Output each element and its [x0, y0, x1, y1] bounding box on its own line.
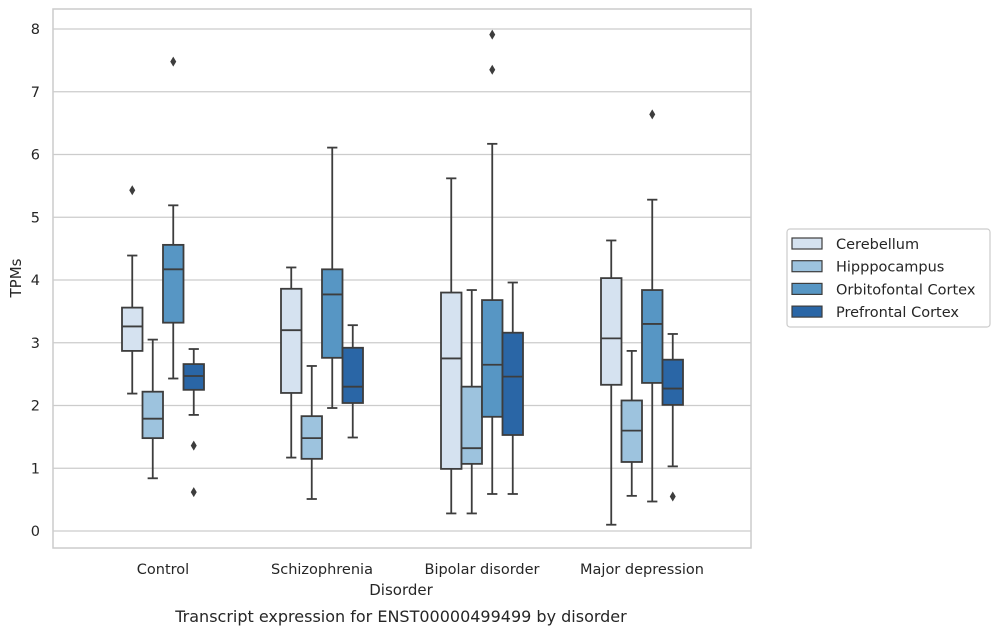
box-plots [121, 29, 684, 526]
box-plot [141, 338, 164, 480]
legend-swatch [791, 260, 823, 273]
box [600, 277, 623, 386]
legend-box [786, 228, 991, 328]
box-plot [440, 177, 463, 515]
box-plot [460, 289, 483, 515]
box [182, 363, 205, 391]
legend-label: Hipppocampus [836, 260, 944, 276]
outlier-point [649, 109, 656, 120]
outlier-point [489, 29, 496, 40]
box-plot [321, 146, 344, 409]
x-tick-labels: Control Schizophrenia Bipolar disorder Majo… [137, 562, 704, 578]
legend-item: Prefrontal Cortex [791, 305, 959, 321]
box-plot [641, 109, 664, 503]
box [280, 287, 303, 394]
box [162, 243, 185, 324]
y-tick-label: 3 [31, 336, 40, 352]
box [341, 346, 364, 404]
legend-item: Cerebellum [791, 237, 919, 253]
box-plot [661, 333, 684, 502]
legend-item: Hipppocampus [791, 260, 944, 276]
box-plot [620, 350, 643, 497]
y-tick-labels: 0 1 2 3 4 5 6 7 8 [31, 22, 40, 540]
box-plot [341, 324, 364, 439]
y-axis-label: TPMs [7, 258, 25, 298]
box [141, 390, 164, 440]
y-tick-label: 7 [31, 85, 40, 101]
box-plot [280, 266, 303, 459]
y-tick-label: 4 [31, 273, 40, 289]
box-plot [501, 281, 524, 495]
box [481, 299, 504, 418]
box [121, 306, 144, 352]
outlier-point [129, 185, 136, 196]
x-axis-label: Disorder [369, 581, 433, 599]
y-tick-label: 8 [31, 22, 40, 38]
box-plot [121, 185, 144, 395]
y-tick-label: 6 [31, 148, 40, 164]
legend-swatch [791, 237, 823, 250]
x-tick-label: Control [137, 562, 189, 578]
box [501, 331, 524, 436]
box [321, 268, 344, 359]
x-tick-label: Major depression [580, 562, 704, 578]
legend-label: Orbitofontal Cortex [836, 282, 976, 298]
y-tick-label: 1 [31, 461, 40, 477]
outlier-point [669, 491, 676, 502]
legend-swatch [791, 305, 823, 318]
box [661, 358, 684, 406]
box-plot [182, 348, 205, 498]
y-tick-label: 5 [31, 210, 40, 226]
box-plot [600, 239, 623, 526]
legend-label: Cerebellum [836, 237, 919, 253]
outlier-point [190, 440, 197, 451]
outlier-point [190, 487, 197, 498]
outlier-point [489, 64, 496, 75]
outlier-point [170, 56, 177, 67]
chart-caption: Transcript expression for ENST0000049949… [174, 607, 627, 626]
box-plot [162, 56, 185, 380]
box [641, 289, 664, 384]
box [440, 291, 463, 470]
legend-item: Orbitofontal Cortex [791, 282, 976, 298]
legend-swatch [791, 282, 823, 295]
box [460, 385, 483, 465]
legend: Cerebellum Hipppocampus Orbitofontal Corte… [786, 228, 991, 328]
plot-frame [52, 8, 752, 549]
y-tick-label: 2 [31, 399, 40, 415]
x-tick-label: Bipolar disorder [425, 562, 540, 578]
box-plot [481, 29, 504, 495]
legend-label: Prefrontal Cortex [836, 305, 959, 321]
grid-lines [53, 28, 751, 532]
box-plot [300, 365, 323, 500]
x-tick-label: Schizophrenia [271, 562, 373, 578]
y-tick-label: 0 [31, 524, 40, 540]
